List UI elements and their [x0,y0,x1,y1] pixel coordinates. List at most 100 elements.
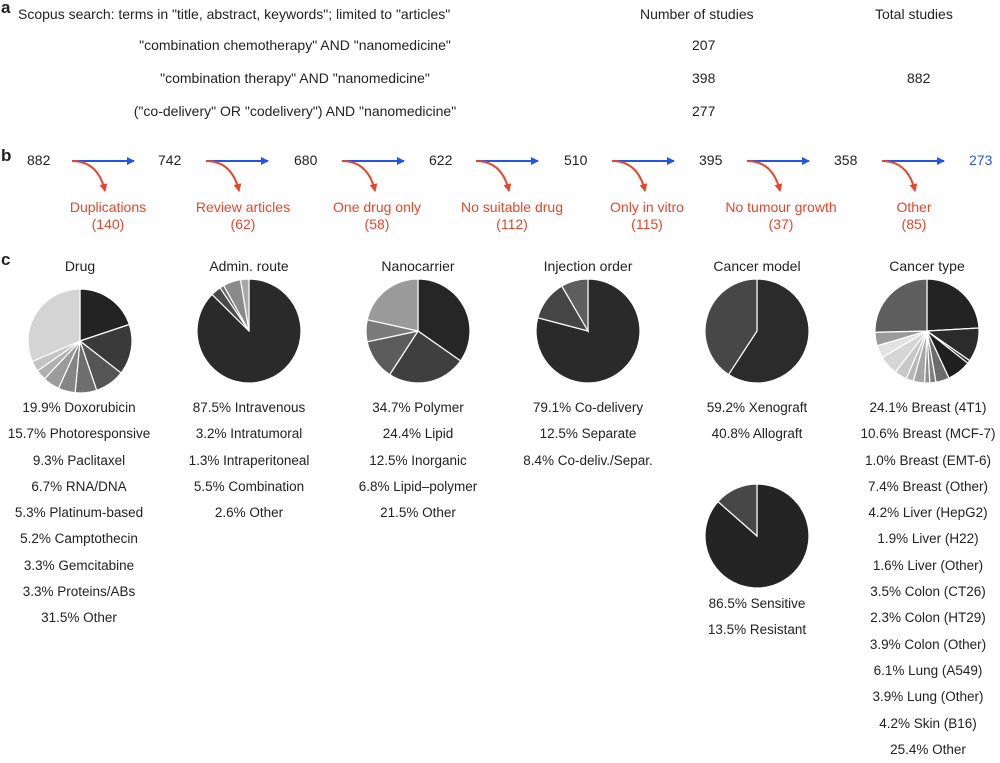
legend-sensitivity: 86.5% Sensitive 13.5% Resistant [708,591,806,644]
flow-count: 622 [429,152,453,168]
legend-item: 79.1% Co-delivery [532,400,644,415]
legend-item: 3.5% Colon (CT26) [870,584,986,600]
pie-chart [27,288,133,394]
legend-item: 25.4% Other [890,741,966,757]
legend-item: 2.6% Other [214,505,284,521]
flow-count: 742 [158,152,182,168]
legend-admin-route: 87.5% Intravenous 3.2% Intratumoral 1.3%… [189,395,310,526]
pie-slice [417,278,471,362]
pie-slice [196,278,302,384]
query-row: ("co-delivery" OR "codelivery") AND "nan… [133,103,457,119]
pie-slice [874,278,928,333]
legend-item: 2.3% Colon (HT29) [870,610,986,626]
legend-item: 8.4% Co-deliv./Separ. [523,452,653,468]
legend-item: 12.5% Inorganic [369,452,467,468]
legend-item: 34.7% Polymer [372,400,464,415]
legend-item: 5.3% Platinum-based [14,505,144,521]
query-count: 207 [692,37,716,53]
exclusion-arrow [341,160,378,192]
pie-title-admin-route: Admin. route [209,258,289,274]
legend-item: 15.7% Photoresponsive [7,426,151,442]
pie-slice [560,278,589,334]
legend-item: 40.8% Allograft [711,426,803,442]
exclusion-arrow [611,160,648,192]
flow-count: 680 [294,152,318,168]
exclusion-label: Other (85) [896,199,932,232]
total-studies: 882 [907,70,931,86]
exclusion-label: Review articles (62) [195,199,291,232]
flow-count: 882 [27,152,51,168]
pie-title-cancer-model: Cancer model [713,258,801,274]
legend-item: 3.3% Proteins/ABs [22,584,136,600]
legend-injection-order: 79.1% Co-delivery 12.5% Separate 8.4% Co… [523,395,653,474]
panel-a-label: a [1,0,11,17]
legend-item: 5.2% Camptothecin [20,531,138,547]
pie-slice [78,323,133,374]
legend-item: 1.9% Liver (H22) [877,531,979,547]
pie-chart [704,278,810,384]
legend-item: 3.9% Colon (Other) [869,636,987,652]
total-header: Total studies [875,6,953,22]
pie-slice [717,483,758,538]
pie-slice [704,278,758,376]
legend-item: 86.5% Sensitive [708,596,806,611]
exclusion-arrow [746,160,783,192]
pie-chart [365,278,471,384]
query-row: "combination chemotherapy" AND "nanomedi… [139,37,451,53]
search-header: Scopus search: terms in "title, abstract… [18,6,451,22]
legend-drug: 19.9% Doxorubicin 15.7% Photoresponsive … [8,395,151,632]
pie-title-injection-order: Injection order [543,258,633,274]
legend-item: 9.3% Paclitaxel [32,452,126,468]
final-count: 273 [969,152,993,168]
exclusion-label: No suitable drug (112) [461,199,563,232]
legend-item: 1.0% Breast (EMT-6) [864,452,992,468]
legend-item: 6.8% Lipid–polymer [358,478,478,494]
flow-count: 510 [564,152,588,168]
pie-title-cancer-type: Cancer type [889,258,965,274]
legend-cancer-type: 24.1% Breast (4T1) 10.6% Breast (MCF-7) … [860,395,995,763]
flow-arrows [71,157,945,192]
legend-nanocarrier: 34.7% Polymer 24.4% Lipid 12.5% Inorgani… [359,395,478,526]
exclusion-label: Only in vitro (115) [610,199,684,232]
legend-item: 19.9% Doxorubicin [22,400,136,415]
legend-item: 3.9% Lung (Other) [872,689,984,705]
pie-title-drug: Drug [64,258,96,274]
exclusion-label: Duplications (140) [69,199,147,232]
flow-count: 358 [834,152,858,168]
legend-item: 13.5% Resistant [707,622,807,638]
legend-cancer-model: 59.2% Xenograft 40.8% Allograft [707,395,808,448]
query-row: "combination therapy" AND "nanomedicine" [160,70,430,86]
exclusion-arrow [475,160,512,192]
flow-count: 395 [699,152,723,168]
query-count: 277 [692,103,716,119]
pie-chart [874,278,980,384]
query-count: 398 [692,70,716,86]
legend-item: 24.4% Lipid [382,426,454,442]
exclusion-label: No tumour growth (37) [725,199,837,232]
pie-slice [366,278,419,332]
legend-item: 87.5% Intravenous [192,400,306,415]
legend-item: 4.2% Liver (HepG2) [868,505,988,521]
legend-item: 1.6% Liver (Other) [872,557,984,573]
pie-title-nanocarrier: Nanocarrier [381,258,455,274]
pie-chart [196,278,302,384]
exclusion-arrow [71,160,108,192]
pie-chart [535,278,641,384]
legend-item: 24.1% Breast (4T1) [869,400,987,415]
pie-slice [239,278,250,332]
legend-item: 59.2% Xenograft [706,400,808,415]
pie-slice [727,278,810,384]
legend-item: 10.6% Breast (MCF-7) [860,426,996,442]
exclusion-label: One drug only (58) [333,199,421,232]
legend-item: 1.3% Intraperitoneal [188,452,310,468]
pie-slice [926,278,980,332]
pie-slice [388,330,462,384]
exclusion-arrow [205,160,242,192]
legend-item: 3.3% Gemcitabine [23,557,135,573]
legend-item: 4.2% Skin (B16) [879,715,977,731]
legend-item: 12.5% Separate [539,426,637,442]
exclusion-arrow [881,160,918,192]
count-header: Number of studies [640,6,754,22]
legend-item: 6.7% RNA/DNA [31,478,127,494]
